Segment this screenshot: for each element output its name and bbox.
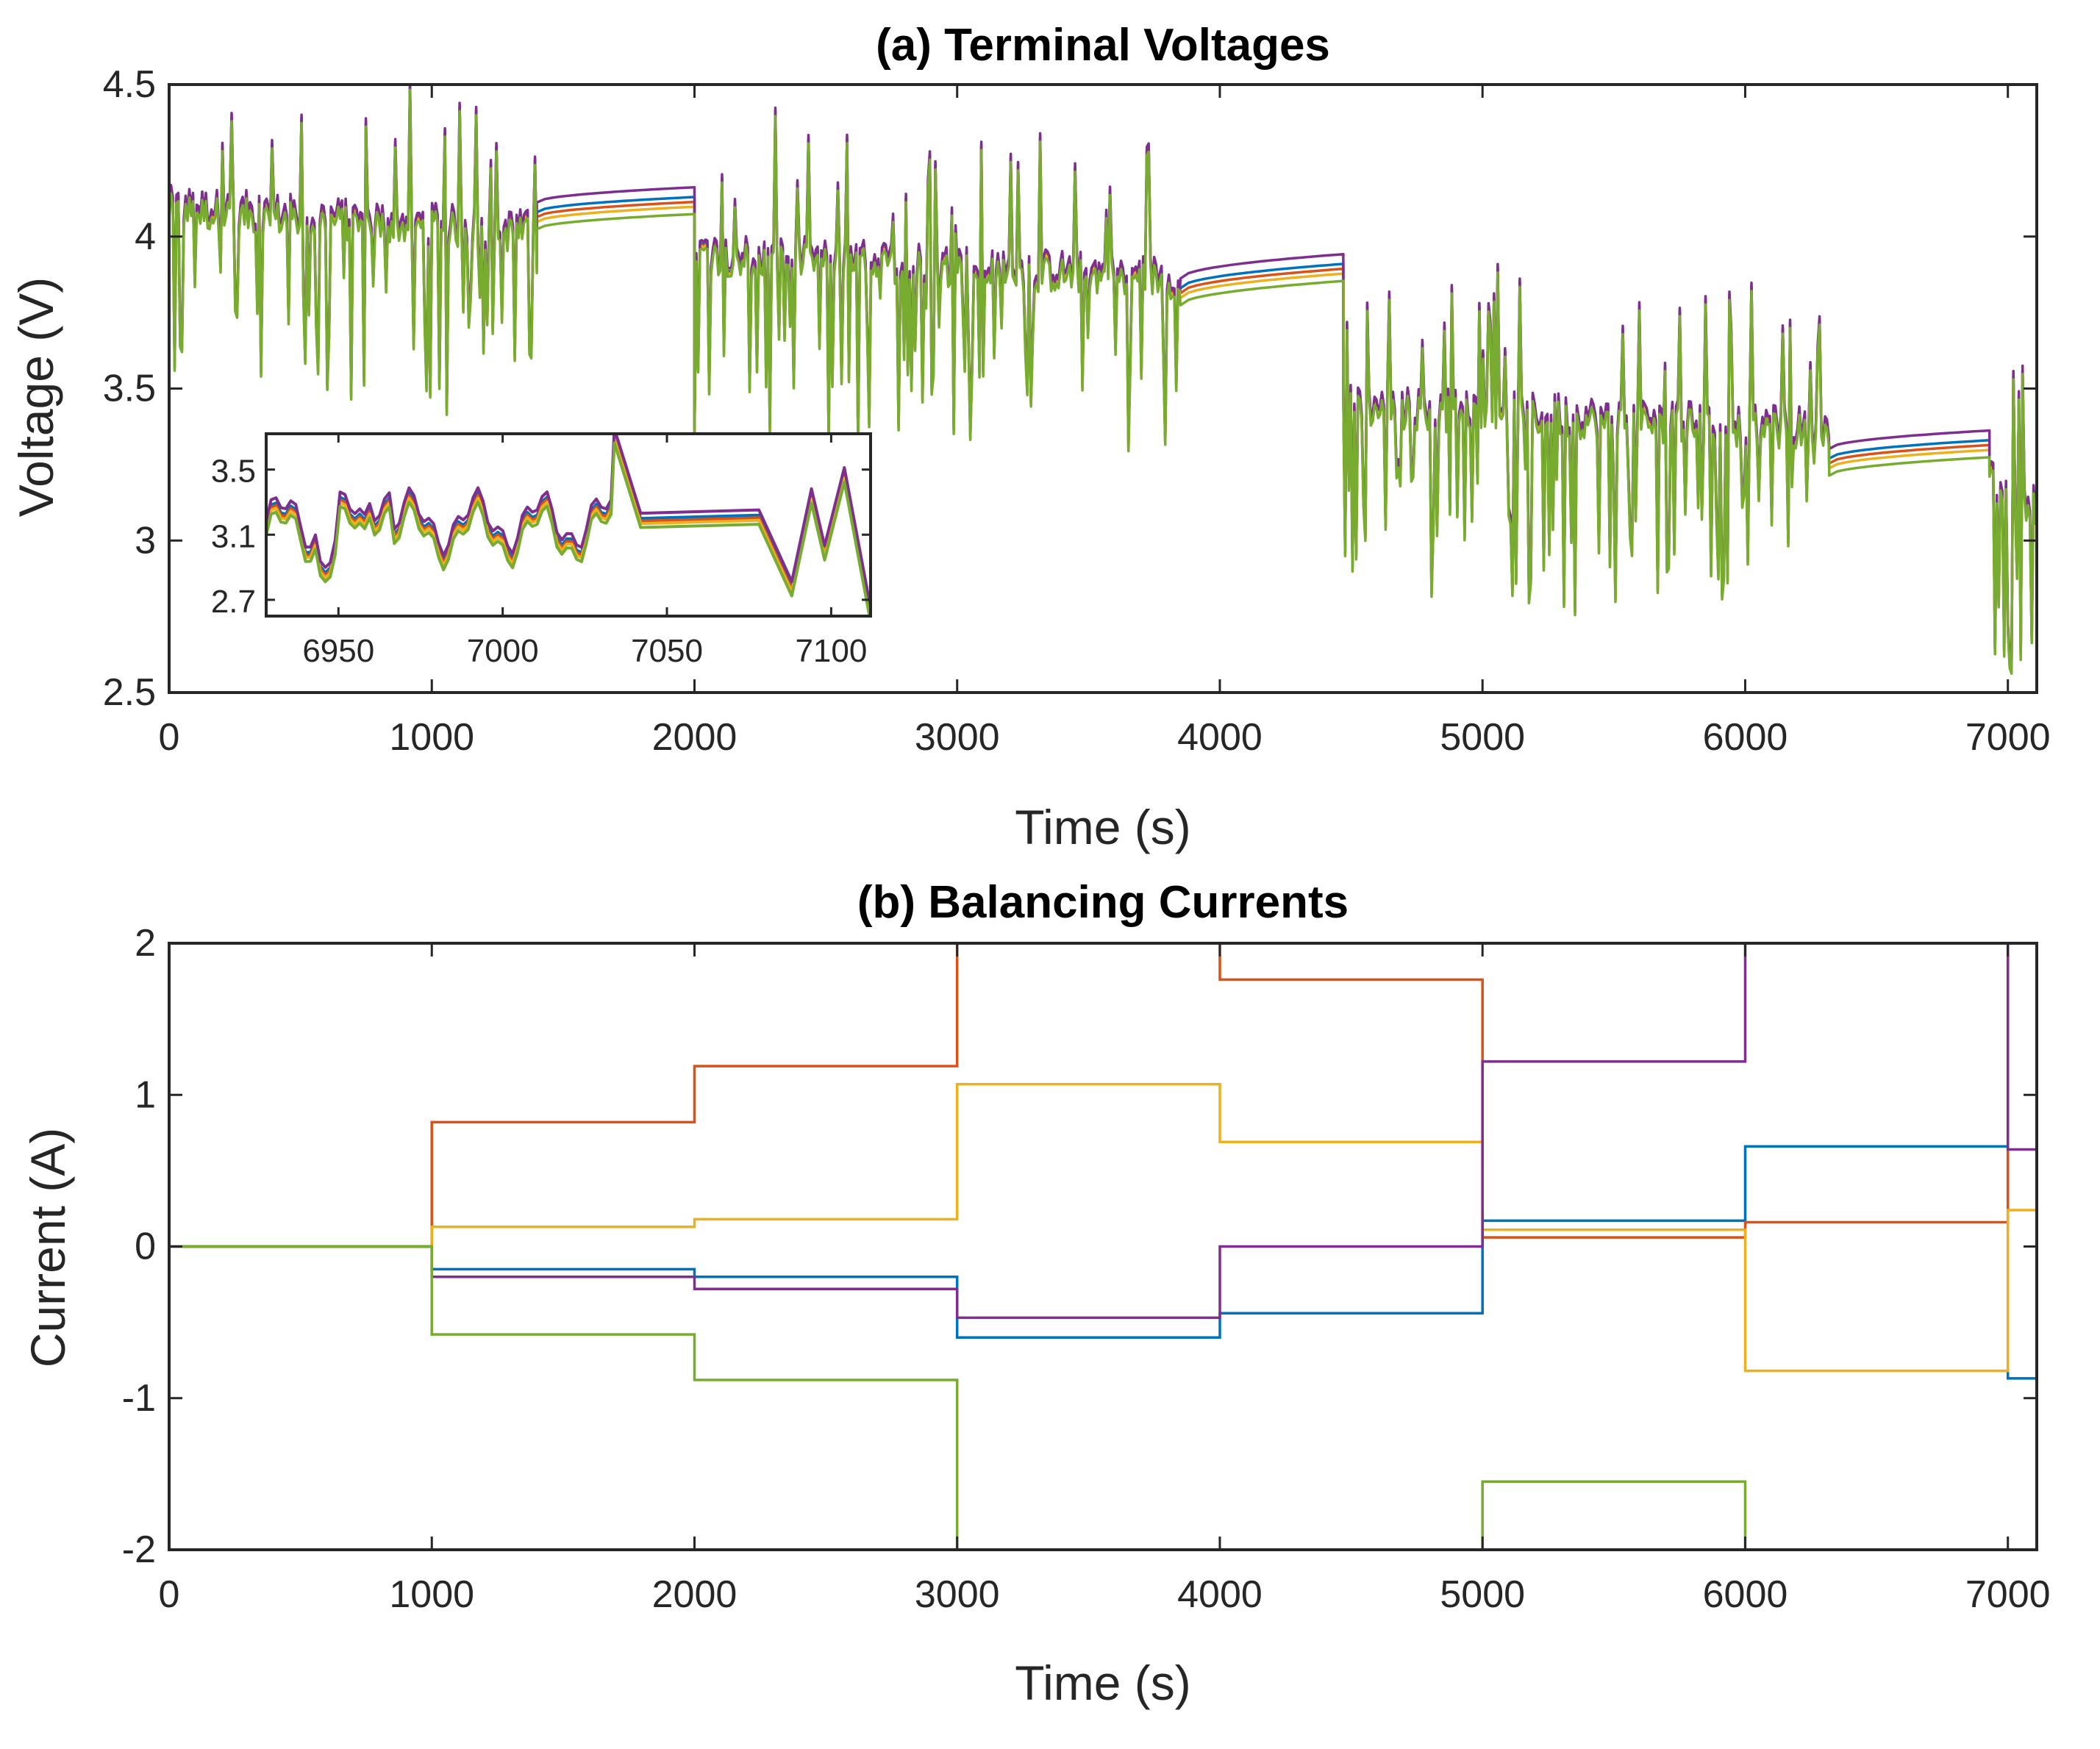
panel-a-voltage-chart: (a) Terminal Voltages Time (s) Voltage (… (9, 20, 2051, 854)
inset-series-4-line (266, 434, 871, 608)
inset-y-tick-label: 2.7 (211, 584, 256, 620)
panel-b-x-tick-label: 7000 (1965, 1573, 2051, 1616)
panel-b-title: (b) Balancing Currents (857, 877, 1349, 928)
panel-b-x-tick-label: 4000 (1177, 1573, 1262, 1616)
panel-a-x-tick-label: 6000 (1703, 716, 1788, 759)
inset-x-tick-label: 7000 (467, 633, 539, 669)
panel-a-series-group (169, 85, 2037, 675)
voltage-series-5-line (169, 88, 2037, 675)
current-series-1-line (169, 1145, 2037, 1380)
panel-b-x-tick-label: 1000 (389, 1573, 474, 1616)
inset-axes-frame (265, 432, 872, 618)
panel-b-y-tick-label: -2 (122, 1528, 156, 1571)
panel-b-x-axis-label: Time (s) (1015, 1656, 1191, 1710)
inset-x-tick-label: 6950 (302, 633, 374, 669)
panel-a-y-tick-label: 4.5 (103, 63, 156, 106)
panel-b-axes-frame (168, 942, 2038, 1551)
panel-a-y-tick-label: 4 (135, 215, 156, 258)
panel-a-x-axis-label: Time (s) (1015, 800, 1191, 854)
inset-y-tick-label: 3.1 (211, 518, 256, 554)
panel-b-y-tick-label: 1 (135, 1073, 156, 1116)
panel-b-x-tick-label: 0 (159, 1573, 180, 1616)
inset-axis-ticks: 6950 7000 7050 7100 2.7 3.1 3.5 (211, 434, 871, 669)
inset-x-tick-label: 7100 (795, 633, 867, 669)
inset-series-5-line (266, 441, 871, 616)
panel-b-x-tick-label: 2000 (652, 1573, 738, 1616)
panel-a-x-tick-label: 0 (159, 716, 180, 759)
panel-a-y-tick-label: 2.5 (103, 671, 156, 714)
panel-b-y-tick-label: 2 (135, 922, 156, 965)
current-series-2-line (169, 942, 2037, 1248)
panel-b-current-chart: (b) Balancing Currents Time (s) Current … (21, 877, 2051, 1710)
panel-a-axes-frame (168, 83, 2038, 694)
panel-b-y-tick-label: 0 (135, 1226, 156, 1268)
panel-b-x-tick-label: 5000 (1440, 1573, 1525, 1616)
panel-b-x-tick-label: 3000 (915, 1573, 1000, 1616)
panel-a-y-tick-label: 3 (135, 519, 156, 562)
panel-a-x-tick-label: 7000 (1965, 716, 2051, 759)
panel-a-inset: 6950 7000 7050 7100 2.7 3.1 3.5 (211, 432, 872, 669)
panel-a-x-tick-label: 3000 (915, 716, 1000, 759)
panel-a-x-tick-label: 2000 (652, 716, 738, 759)
panel-b-y-tick-label: -1 (122, 1377, 156, 1420)
panel-b-y-axis-label: Current (A) (21, 1128, 75, 1367)
panel-a-x-tick-label: 4000 (1177, 716, 1262, 759)
inset-y-tick-label: 3.5 (211, 454, 256, 490)
panel-a-y-axis-label: Voltage (V) (9, 277, 63, 518)
panel-a-axis-ticks: 0 1000 2000 3000 4000 5000 6000 7000 2.5 3 3.5 4 4.5 (103, 63, 2051, 759)
panel-b-axis-ticks: 0 1000 2000 3000 4000 5000 6000 7000 -2 -1 0 1 2 (122, 922, 2051, 1616)
current-series-3-line (169, 1083, 2037, 1373)
panel-a-title: (a) Terminal Voltages (876, 20, 1330, 71)
panel-a-x-tick-label: 5000 (1440, 716, 1525, 759)
panel-a-x-tick-label: 1000 (389, 716, 474, 759)
panel-a-y-tick-label: 3.5 (103, 368, 156, 410)
inset-x-tick-label: 7050 (631, 633, 703, 669)
inset-series-group (266, 434, 871, 616)
panel-b-x-tick-label: 6000 (1703, 1573, 1788, 1616)
